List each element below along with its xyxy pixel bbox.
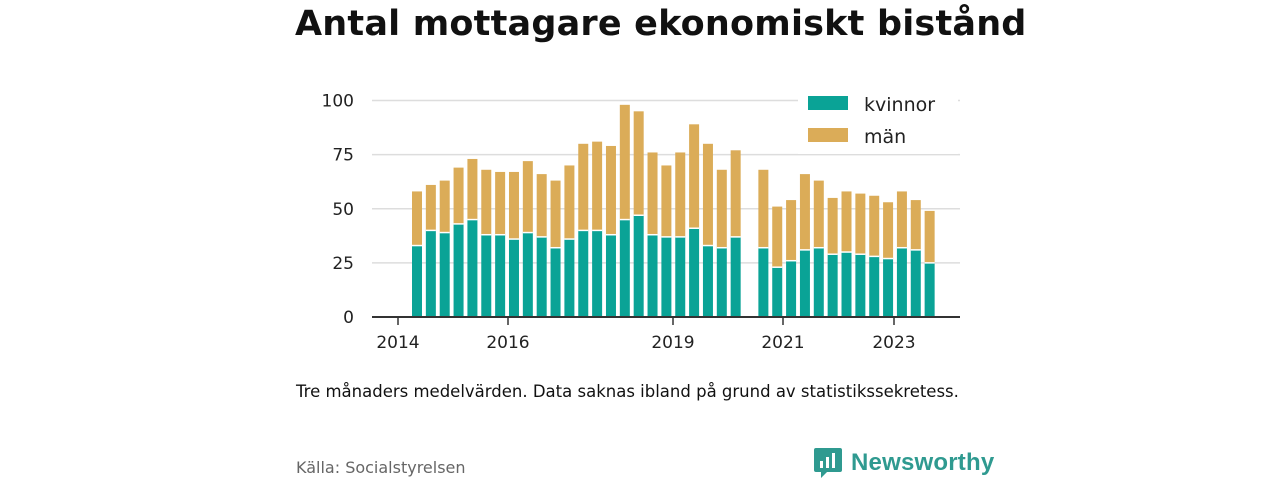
bar-man [772,206,783,268]
bars [412,104,935,317]
bar-kvinnor [453,223,464,317]
bar-man [813,180,824,248]
bar-kvinnor [827,254,838,317]
bar-kvinnor [772,267,783,317]
bar-man [758,169,769,248]
bar-man [924,210,935,263]
bar-man [841,191,852,253]
legend-swatch-man [808,128,848,142]
bar-kvinnor [924,262,935,317]
x-tick-label: 2023 [872,333,915,353]
bar-man [786,200,797,261]
bar-kvinnor [730,236,741,317]
y-axis-labels: 0 25 50 75 100 [322,92,354,329]
bar-kvinnor [481,234,492,317]
bar-man [550,180,561,248]
bar-man [883,202,894,259]
bar-man [453,167,464,224]
bar-kvinnor [633,215,644,317]
newsworthy-logo-text: Newsworthy [851,449,995,476]
y-tick-label: 50 [332,200,354,220]
newsworthy-logo: Newsworthy [813,446,994,480]
bar-man [425,184,436,231]
bar-kvinnor [550,247,561,317]
bar-man [481,169,492,235]
bar-kvinnor [425,230,436,317]
x-axis-labels: 2014 2016 2019 2021 2023 [376,317,916,353]
bar-man [730,150,741,237]
bar-kvinnor [799,249,810,317]
bar-kvinnor [883,258,894,317]
bar-kvinnor [675,236,686,317]
bar-man [689,124,700,229]
chart-area: 0 25 50 75 100 2014 2016 2019 2021 2023 kvinnor … [321,88,960,353]
bar-man [592,141,603,231]
bar-man [869,195,880,257]
bar-kvinnor [786,260,797,317]
y-tick-label: 0 [343,308,354,328]
bar-man [564,165,575,240]
y-tick-label: 75 [332,146,354,166]
bar-kvinnor [578,230,589,317]
bar-kvinnor [855,254,866,317]
bar-man [702,143,713,246]
bar-man [495,171,506,235]
x-tick-label: 2014 [376,333,419,353]
legend: kvinnor män [798,88,958,154]
bar-kvinnor [910,249,921,317]
bar-man [536,174,547,237]
bar-man [508,171,519,240]
bar-kvinnor [813,247,824,317]
bar-kvinnor [592,230,603,317]
bar-kvinnor [716,247,727,317]
bar-man [661,165,672,237]
x-tick-label: 2021 [761,333,804,353]
chart-title: Antal mottagare ekonomiskt bistånd [295,4,1027,44]
y-tick-label: 25 [332,254,354,274]
bar-kvinnor [412,245,422,317]
bar-man [855,193,866,255]
bar-man [896,191,907,248]
bar-man [799,174,810,250]
bar-man [522,161,533,233]
bar-kvinnor [564,239,575,317]
bar-man [647,152,658,235]
bar-man [716,169,727,248]
bar-man [605,145,616,235]
bar-kvinnor [841,252,852,317]
bar-man [412,191,422,246]
bar-kvinnor [508,239,519,317]
bar-kvinnor [689,228,700,317]
bar-man [910,200,921,250]
bar-kvinnor [495,234,506,317]
x-tick-label: 2019 [651,333,694,353]
bar-kvinnor [467,219,478,317]
x-tick-label: 2016 [486,333,529,353]
bar-man [467,158,478,220]
bar-kvinnor [522,232,533,317]
y-tick-label: 100 [322,92,354,112]
source-label: Källa: Socialstyrelsen [296,458,466,477]
bar-kvinnor [647,234,658,317]
bar-kvinnor [605,234,616,317]
bar-man [619,104,630,220]
legend-label-man: män [864,126,906,148]
newsworthy-logo-icon [814,448,842,478]
bar-man [633,111,644,216]
bar-man [827,197,838,255]
bar-kvinnor [702,245,713,317]
bar-kvinnor [439,232,450,317]
legend-swatch-kvinnor [808,96,848,110]
bar-man [578,143,589,231]
bar-man [675,152,686,237]
bar-kvinnor [661,236,672,317]
bar-kvinnor [536,236,547,317]
chart-caption: Tre månaders medelvärden. Data saknas ib… [296,382,959,401]
bar-kvinnor [869,256,880,317]
bar-man [439,180,450,233]
bar-kvinnor [896,247,907,317]
bar-kvinnor [619,219,630,317]
legend-label-kvinnor: kvinnor [864,94,935,116]
bar-kvinnor [758,247,769,317]
